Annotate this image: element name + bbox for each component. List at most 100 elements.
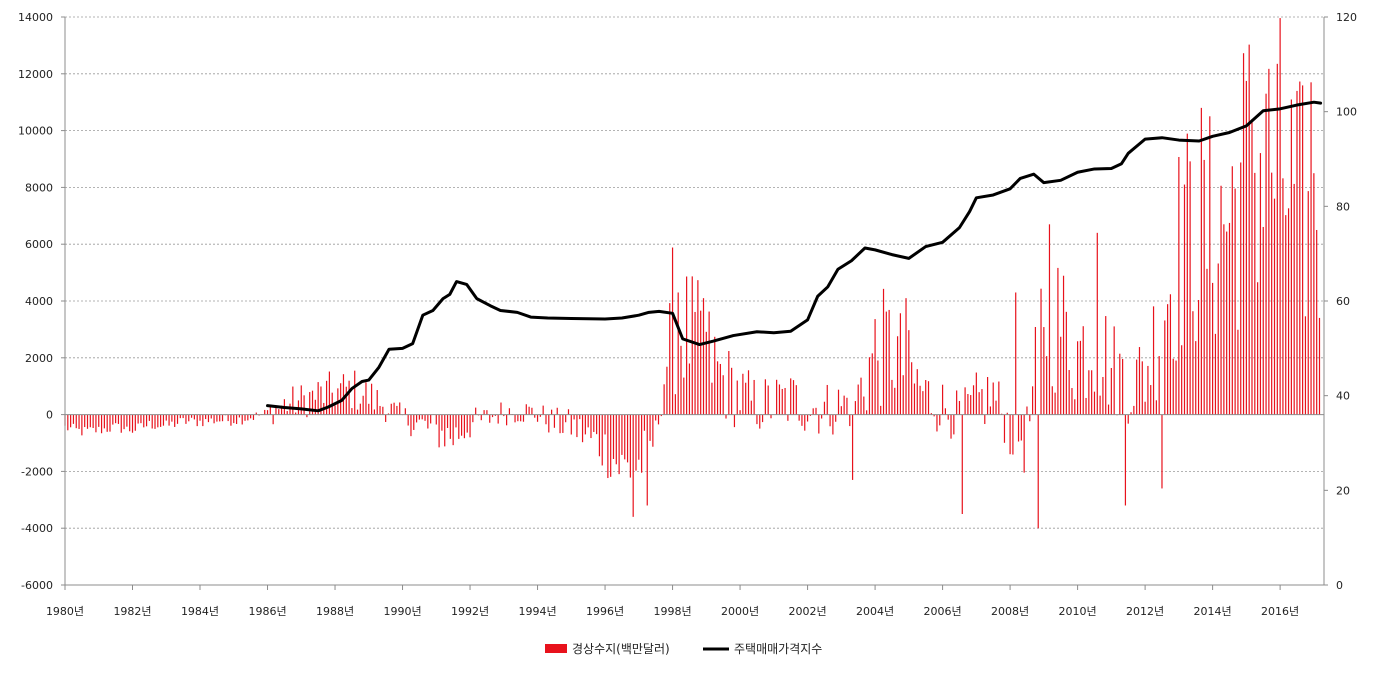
- bar: [826, 384, 828, 415]
- bar: [1181, 345, 1183, 415]
- bar: [719, 363, 721, 415]
- left-tick-label: 10000: [18, 125, 53, 138]
- bar: [1068, 370, 1070, 415]
- bar: [379, 405, 381, 415]
- bar: [188, 414, 190, 422]
- bar: [767, 385, 769, 415]
- bar: [534, 414, 536, 418]
- bar: [584, 414, 586, 435]
- bar: [1212, 282, 1214, 415]
- bar: [354, 370, 356, 415]
- bar: [151, 414, 153, 429]
- bar: [812, 408, 814, 415]
- bar: [1043, 327, 1045, 415]
- bar: [1285, 215, 1287, 415]
- bar: [95, 414, 97, 433]
- bar: [196, 414, 198, 427]
- bar: [449, 414, 451, 439]
- bar: [1032, 386, 1034, 415]
- bar: [463, 414, 466, 439]
- bar: [643, 414, 646, 431]
- bar: [1091, 370, 1093, 415]
- bar: [396, 405, 398, 415]
- bar: [129, 414, 131, 432]
- bar: [1029, 414, 1031, 422]
- bar: [1141, 361, 1143, 415]
- bar: [1169, 294, 1172, 415]
- bar: [520, 414, 522, 422]
- bar: [1197, 300, 1200, 415]
- bar: [205, 414, 207, 420]
- bar: [652, 414, 654, 447]
- bar: [570, 414, 572, 435]
- bar: [621, 414, 623, 455]
- bar: [984, 414, 986, 425]
- x-tick-label: 1982년: [113, 605, 151, 618]
- bar: [491, 414, 494, 418]
- bar: [165, 414, 167, 421]
- bar: [1079, 340, 1082, 415]
- bar: [939, 414, 941, 426]
- bar: [958, 400, 961, 415]
- bar: [778, 384, 781, 415]
- bar: [255, 412, 257, 415]
- bar: [494, 414, 496, 416]
- bar: [857, 384, 859, 415]
- bar: [556, 407, 558, 415]
- bar: [1136, 359, 1138, 415]
- bar: [154, 414, 156, 429]
- bar: [89, 414, 91, 428]
- bar: [486, 410, 488, 415]
- bar: [86, 414, 89, 429]
- bar: [629, 414, 631, 478]
- bar: [1268, 68, 1270, 415]
- bar: [430, 414, 432, 424]
- bar: [927, 381, 930, 415]
- bar: [764, 379, 766, 415]
- bar: [953, 414, 955, 435]
- bar: [309, 392, 311, 415]
- bar: [539, 414, 541, 417]
- bar: [618, 414, 620, 475]
- bar: [739, 410, 741, 415]
- bar: [986, 377, 989, 415]
- bar: [593, 414, 595, 432]
- bar: [233, 414, 235, 424]
- bar: [480, 414, 482, 421]
- bar: [1265, 93, 1267, 415]
- bar: [801, 414, 803, 426]
- bar: [227, 414, 229, 422]
- bar: [356, 409, 359, 415]
- bar: [610, 414, 612, 477]
- bar: [882, 288, 885, 415]
- right-tick-label: 0: [1336, 579, 1343, 592]
- bar: [1009, 414, 1011, 455]
- bar: [300, 385, 302, 415]
- right-tick-label: 60: [1336, 295, 1350, 308]
- bar: [190, 414, 193, 418]
- legend: 경상수지(백만달러) 주택매매가격지수: [545, 642, 822, 656]
- bar: [1077, 341, 1079, 415]
- bar: [702, 298, 705, 415]
- bar: [1251, 119, 1253, 415]
- bar: [970, 395, 972, 415]
- left-tick-label: -4000: [21, 522, 53, 535]
- bar: [866, 410, 868, 415]
- bar: [705, 331, 707, 415]
- bar: [722, 375, 724, 415]
- bar: [193, 414, 195, 420]
- bar: [78, 414, 80, 429]
- bar: [573, 414, 575, 420]
- bar: [930, 413, 932, 415]
- x-tick-label: 2016년: [1261, 605, 1299, 618]
- bar: [829, 414, 831, 427]
- bar: [674, 394, 676, 415]
- bar: [638, 414, 640, 460]
- bar: [908, 330, 910, 415]
- bar: [362, 395, 364, 415]
- bar: [587, 414, 589, 428]
- bar: [280, 405, 283, 415]
- bar: [1017, 414, 1020, 442]
- bar: [382, 406, 384, 415]
- bar: [489, 414, 491, 423]
